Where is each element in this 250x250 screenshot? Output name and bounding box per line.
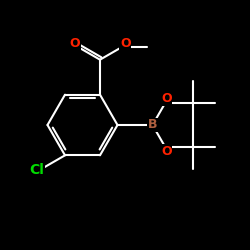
Text: O: O (161, 92, 172, 105)
Text: O: O (120, 37, 131, 50)
Text: O: O (69, 37, 80, 50)
Text: B: B (148, 118, 157, 132)
Text: Cl: Cl (29, 163, 44, 177)
Text: O: O (161, 145, 172, 158)
